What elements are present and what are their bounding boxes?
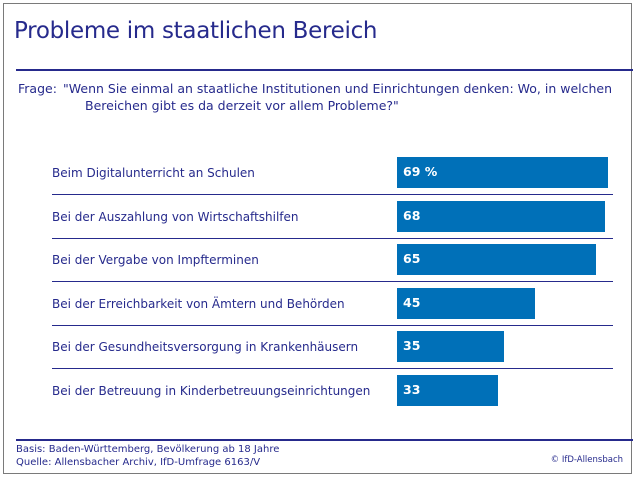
category-label: Beim Digitalunterricht an Schulen <box>52 166 255 180</box>
copyright: © IfD-Allensbach <box>550 455 623 465</box>
row-separator <box>52 324 613 326</box>
row-separator <box>52 281 613 283</box>
bar: 35 <box>397 331 505 362</box>
question-label: Frage: <box>18 81 57 96</box>
row-separator <box>52 237 613 239</box>
footer-basis: Basis: Baden-Württemberg, Bevölkerung ab… <box>16 444 280 455</box>
category-label: Bei der Betreuung in Kinderbetreuungsein… <box>52 383 371 398</box>
row-separator <box>52 194 613 196</box>
footer-source: Quelle: Allensbacher Archiv, IfD-Umfrage… <box>16 457 261 468</box>
category-label: Bei der Auszahlung von Wirtschaftshilfen <box>52 209 299 224</box>
bar-value-label: 45 <box>403 294 421 310</box>
chart-title: Probleme im staatlichen Bereich <box>14 18 378 44</box>
category-label: Bei der Vergabe von Impfterminen <box>52 253 259 267</box>
bar: 45 <box>397 287 535 319</box>
title-divider <box>16 69 633 71</box>
question-line-1: "Wenn Sie einmal an staatliche Instituti… <box>63 81 613 96</box>
bar-value-label: 65 <box>403 251 421 266</box>
question-text: "Wenn Sie einmal an staatliche Instituti… <box>63 80 623 114</box>
category-label: Bei der Erreichbarkeit von Ämtern und Be… <box>52 296 345 311</box>
footer-divider <box>16 439 633 441</box>
bar: 65 <box>397 244 596 275</box>
row-separator <box>52 368 613 370</box>
bar: 69 % <box>397 157 608 188</box>
bar: 68 <box>397 200 605 232</box>
bar-value-label: 33 <box>403 381 421 397</box>
category-label: Bei der Gesundheitsversorgung in Kranken… <box>52 340 359 354</box>
bar-value-label: 69 % <box>403 164 438 179</box>
bar-value-label: 68 <box>403 207 421 223</box>
bar: 33 <box>397 374 498 406</box>
bar-value-label: 35 <box>403 338 421 353</box>
question-line-2: Bereichen gibt es da derzeit vor allem P… <box>85 98 399 113</box>
